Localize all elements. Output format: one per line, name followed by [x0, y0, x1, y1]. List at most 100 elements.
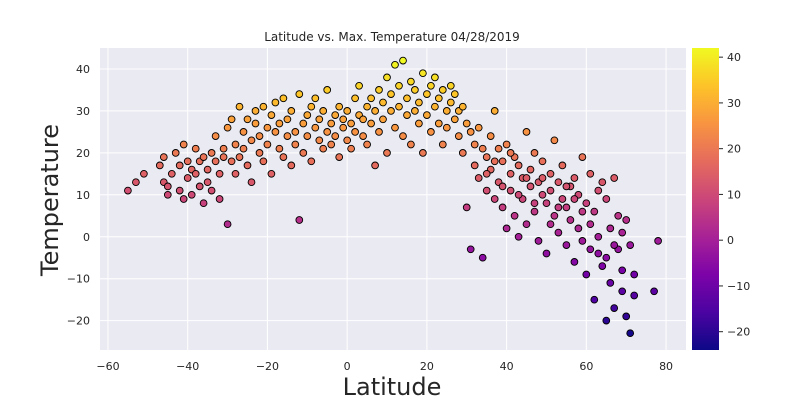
data-point	[594, 232, 603, 241]
data-point	[530, 199, 539, 208]
data-point	[586, 220, 595, 229]
data-point	[407, 77, 415, 86]
data-point	[506, 149, 515, 157]
colorbar-tick-label: 20	[727, 143, 741, 156]
data-point	[419, 69, 427, 78]
data-point	[367, 94, 375, 103]
data-point	[470, 140, 479, 149]
data-point	[510, 211, 519, 220]
data-point	[482, 169, 491, 178]
data-point	[379, 115, 387, 124]
data-point	[458, 102, 467, 111]
data-point	[423, 111, 431, 119]
data-point	[570, 258, 579, 266]
data-point	[490, 107, 499, 115]
data-point	[578, 207, 587, 216]
data-point	[411, 107, 419, 115]
data-point	[542, 199, 551, 208]
data-point	[466, 128, 475, 136]
data-point	[506, 186, 515, 195]
data-point	[239, 144, 248, 153]
data-point	[287, 161, 296, 170]
data-point	[279, 94, 288, 103]
data-point	[199, 153, 208, 161]
colorbar-tick-label: 30	[727, 97, 741, 110]
data-point	[578, 237, 587, 245]
data-point	[363, 102, 371, 111]
data-point	[526, 182, 535, 191]
data-point	[574, 224, 583, 233]
data-point	[415, 119, 423, 128]
data-point	[542, 249, 551, 258]
data-point	[562, 203, 571, 212]
data-point	[259, 157, 268, 166]
x-tick-label: 40	[500, 360, 514, 373]
data-point	[339, 123, 348, 132]
data-point	[582, 199, 591, 208]
data-point	[606, 279, 615, 287]
data-point	[179, 195, 188, 203]
data-point	[251, 107, 260, 115]
data-point	[610, 174, 619, 182]
data-point	[446, 81, 455, 90]
data-point	[490, 157, 499, 166]
data-point	[630, 270, 639, 279]
data-point	[554, 228, 563, 237]
data-point	[570, 174, 579, 182]
data-point	[319, 107, 328, 115]
data-point	[371, 107, 379, 115]
data-point	[438, 140, 447, 149]
data-point	[419, 149, 427, 157]
data-point	[247, 178, 256, 187]
data-point	[427, 81, 435, 90]
data-point	[347, 144, 355, 153]
data-point	[502, 140, 511, 149]
data-point	[626, 241, 635, 249]
y-tick-label: 10	[76, 189, 90, 202]
data-point	[351, 128, 359, 136]
x-axis-ticks: −60 −40 −20 0 20 40 60 80	[96, 360, 673, 373]
data-point	[255, 149, 264, 157]
colorbar	[692, 48, 719, 350]
data-point	[514, 161, 523, 170]
data-point	[335, 153, 344, 161]
data-point	[526, 165, 535, 174]
data-point	[203, 178, 212, 187]
data-point	[171, 149, 180, 157]
data-point	[279, 153, 288, 161]
data-point	[243, 161, 252, 170]
data-point	[327, 119, 336, 128]
data-point	[132, 178, 140, 187]
data-point	[175, 186, 184, 195]
data-point	[431, 102, 439, 111]
data-point	[538, 157, 547, 166]
data-point	[275, 119, 284, 128]
data-point	[434, 119, 443, 128]
data-point	[486, 132, 495, 140]
data-point	[391, 60, 399, 69]
data-points	[124, 56, 662, 338]
data-point	[267, 111, 276, 119]
data-point	[375, 86, 383, 94]
data-point	[291, 128, 300, 136]
colorbar-ticks: −20 −10 0 10 20 30 40	[719, 51, 750, 339]
x-tick-label: −40	[176, 360, 199, 373]
data-point	[482, 153, 491, 161]
data-point	[450, 115, 459, 124]
y-axis-label: Temperature	[36, 124, 64, 277]
data-point	[239, 128, 248, 136]
data-point	[650, 287, 658, 296]
data-point	[223, 123, 232, 132]
data-point	[187, 190, 196, 199]
data-point	[343, 107, 352, 115]
data-point	[498, 157, 507, 166]
data-point	[474, 174, 483, 182]
data-point	[155, 161, 164, 170]
colorbar-tick-label: −20	[727, 326, 750, 339]
data-point	[235, 153, 244, 161]
data-point	[562, 182, 571, 191]
data-point	[383, 149, 391, 157]
chart-title: Latitude vs. Max. Temperature 04/28/2019	[264, 30, 520, 44]
data-point	[299, 119, 308, 128]
